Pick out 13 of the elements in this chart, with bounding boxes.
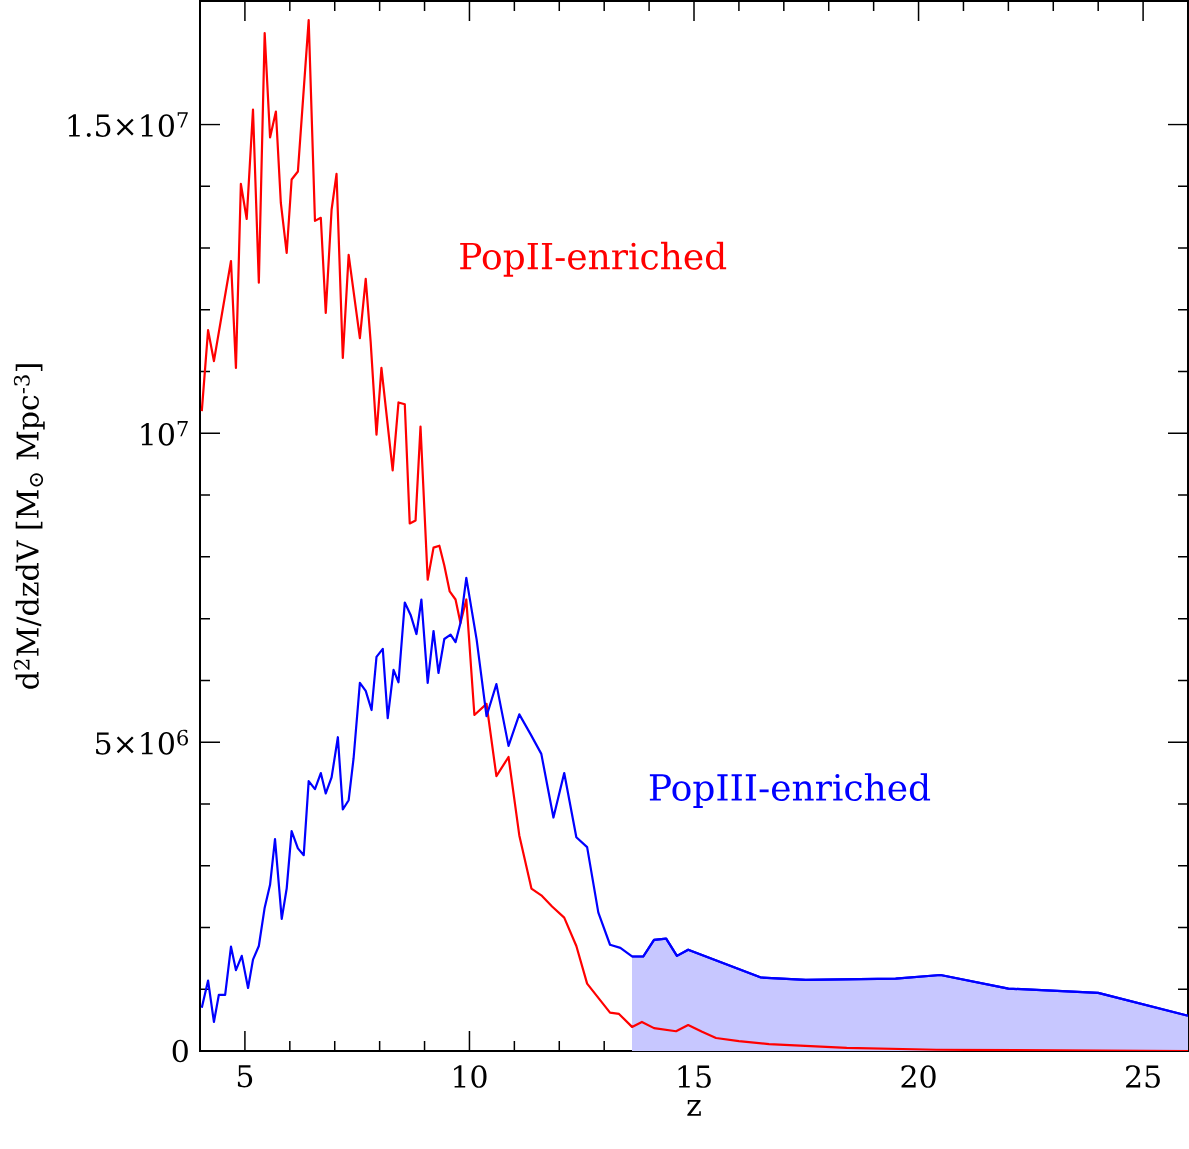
x-tick-label: 10 bbox=[454, 1065, 487, 1088]
text: PopIII-enriched bbox=[649, 773, 931, 808]
y-tick-label: 10$^{7}$ bbox=[141, 420, 188, 446]
y-tick-label: 0 bbox=[172, 1039, 188, 1063]
y-tick-label: 5×10$^{6}$ bbox=[96, 729, 188, 755]
x-tick-label: 25 bbox=[1126, 1065, 1160, 1088]
text: PopII-enriched bbox=[460, 241, 727, 277]
x-tick-label: 20 bbox=[901, 1065, 936, 1088]
x-tick-label: 15 bbox=[678, 1065, 711, 1088]
x-axis-title: z bbox=[687, 1100, 701, 1116]
y-tick-label: 1.5×10$^{7}$ bbox=[68, 112, 188, 137]
y-axis-title: d$^{2}$M/dzdV [M$_{⊙}$ Mpc$^{-3}$] bbox=[13, 364, 45, 689]
x-tick-label: 5 bbox=[237, 1065, 253, 1088]
